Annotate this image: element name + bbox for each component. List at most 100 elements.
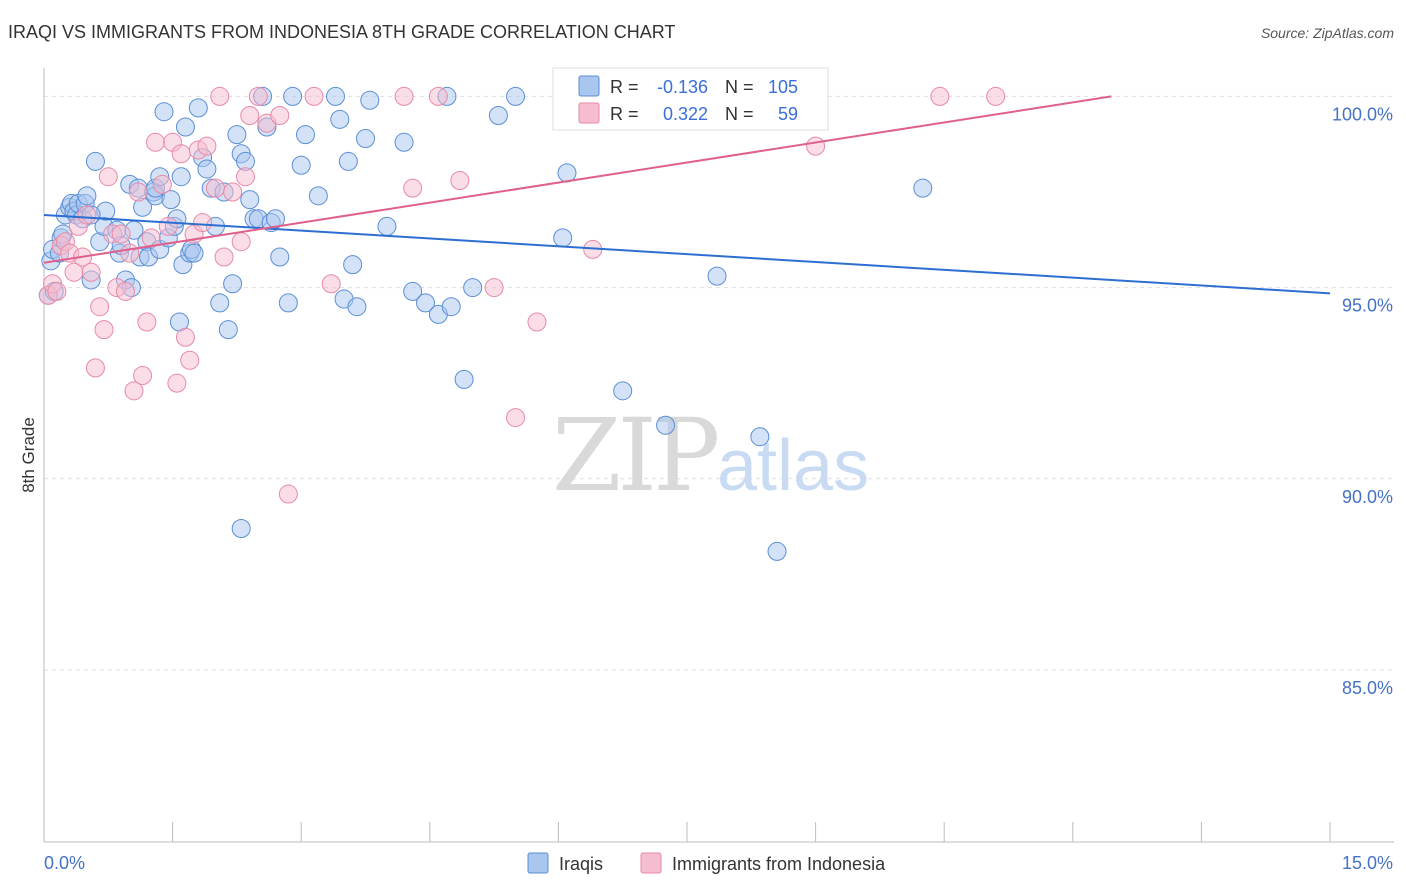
point-iraqis	[231, 518, 251, 538]
point-iraqis	[291, 155, 311, 175]
stats-r-label-indonesia: R =	[610, 104, 639, 124]
y-tick-label: 90.0%	[1342, 487, 1393, 507]
point-indonesia	[806, 136, 826, 156]
point-iraqis	[227, 125, 247, 145]
y-tick-label: 95.0%	[1342, 296, 1393, 316]
point-iraqis	[394, 132, 414, 152]
trend-line-iraqis	[43, 213, 1331, 295]
point-iraqis	[360, 90, 380, 110]
point-iraqis	[270, 247, 290, 267]
chart-title: IRAQI VS IMMIGRANTS FROM INDONESIA 8TH G…	[8, 22, 675, 42]
stats-n-value-iraqis: 105	[768, 77, 798, 97]
point-indonesia	[210, 86, 230, 106]
point-iraqis	[613, 381, 633, 401]
point-iraqis	[454, 369, 474, 389]
point-iraqis	[767, 541, 787, 561]
point-indonesia	[133, 366, 153, 386]
point-iraqis	[188, 98, 208, 118]
point-indonesia	[145, 132, 165, 152]
point-iraqis	[750, 427, 770, 447]
point-iraqis	[161, 190, 181, 210]
point-iraqis	[175, 117, 195, 137]
point-indonesia	[270, 106, 290, 126]
point-indonesia	[85, 358, 105, 378]
point-indonesia	[986, 86, 1006, 106]
point-indonesia	[240, 106, 260, 126]
point-indonesia	[120, 243, 140, 263]
stats-n-label-indonesia: N =	[725, 104, 754, 124]
point-iraqis	[488, 106, 508, 126]
point-iraqis	[330, 109, 350, 129]
point-iraqis	[347, 297, 367, 317]
point-indonesia	[506, 408, 526, 428]
point-iraqis	[403, 281, 423, 301]
watermark-atlas: atlas	[717, 426, 869, 506]
point-indonesia	[197, 136, 217, 156]
point-indonesia	[90, 297, 110, 317]
point-indonesia	[152, 174, 172, 194]
point-indonesia	[193, 213, 213, 233]
y-tick-labels: 100.0% 95.0% 90.0% 85.0%	[1332, 104, 1393, 698]
point-indonesia	[248, 86, 268, 106]
axes	[43, 68, 1394, 843]
point-iraqis	[223, 274, 243, 294]
point-indonesia	[450, 171, 470, 191]
point-iraqis	[377, 216, 397, 236]
point-iraqis	[356, 128, 375, 148]
legend-label-indonesia[interactable]: Immigrants from Indonesia	[672, 854, 886, 874]
point-indonesia	[98, 167, 118, 187]
legend-swatch-indonesia[interactable]	[640, 852, 662, 874]
point-indonesia	[278, 484, 298, 504]
point-iraqis	[707, 266, 727, 286]
point-iraqis	[278, 293, 298, 313]
watermark-zip: ZIP	[552, 397, 717, 514]
point-iraqis	[343, 255, 363, 275]
stats-r-label-iraqis: R =	[610, 77, 639, 97]
stats-swatch-iraqis	[578, 75, 600, 97]
point-indonesia	[394, 86, 414, 106]
point-indonesia	[428, 86, 448, 106]
point-iraqis	[85, 151, 105, 171]
point-iraqis	[325, 86, 345, 106]
point-indonesia	[47, 281, 67, 301]
point-iraqis	[913, 178, 933, 198]
point-indonesia	[171, 144, 191, 164]
stats-n-value-indonesia: 59	[778, 104, 798, 124]
series-legend: Iraqis Immigrants from Indonesia	[527, 852, 886, 874]
trend-line-indonesia	[43, 95, 1112, 264]
point-indonesia	[180, 350, 200, 370]
point-iraqis	[656, 415, 676, 435]
point-iraqis	[265, 209, 285, 229]
point-iraqis	[463, 278, 483, 298]
point-indonesia	[81, 262, 101, 282]
point-iraqis	[210, 293, 230, 313]
y-tick-label: 100.0%	[1332, 104, 1393, 124]
point-iraqis	[197, 159, 217, 179]
point-indonesia	[137, 312, 157, 332]
point-indonesia	[175, 327, 195, 347]
point-indonesia	[115, 281, 135, 301]
point-iraqis	[557, 163, 577, 183]
point-iraqis	[506, 86, 526, 106]
point-indonesia	[930, 86, 950, 106]
point-indonesia	[484, 278, 504, 298]
point-indonesia	[167, 373, 187, 393]
point-iraqis	[553, 228, 573, 248]
point-iraqis	[218, 320, 238, 340]
point-indonesia	[304, 86, 324, 106]
point-indonesia	[124, 381, 144, 401]
stats-r-value-indonesia: 0.322	[663, 104, 708, 124]
point-iraqis	[171, 167, 191, 187]
legend-swatch-iraqis[interactable]	[527, 852, 549, 874]
point-indonesia	[94, 320, 114, 340]
legend-label-iraqis[interactable]: Iraqis	[559, 854, 603, 874]
x-tick-label-max: 15.0%	[1342, 853, 1393, 873]
point-iraqis	[240, 190, 260, 210]
point-iraqis	[416, 293, 436, 313]
x-tick-label-min: 0.0%	[44, 853, 85, 873]
y-axis-label: 8th Grade	[19, 417, 38, 493]
y-tick-label: 85.0%	[1342, 678, 1393, 698]
point-indonesia	[403, 178, 423, 198]
source-label: Source: ZipAtlas.com	[1261, 25, 1394, 41]
